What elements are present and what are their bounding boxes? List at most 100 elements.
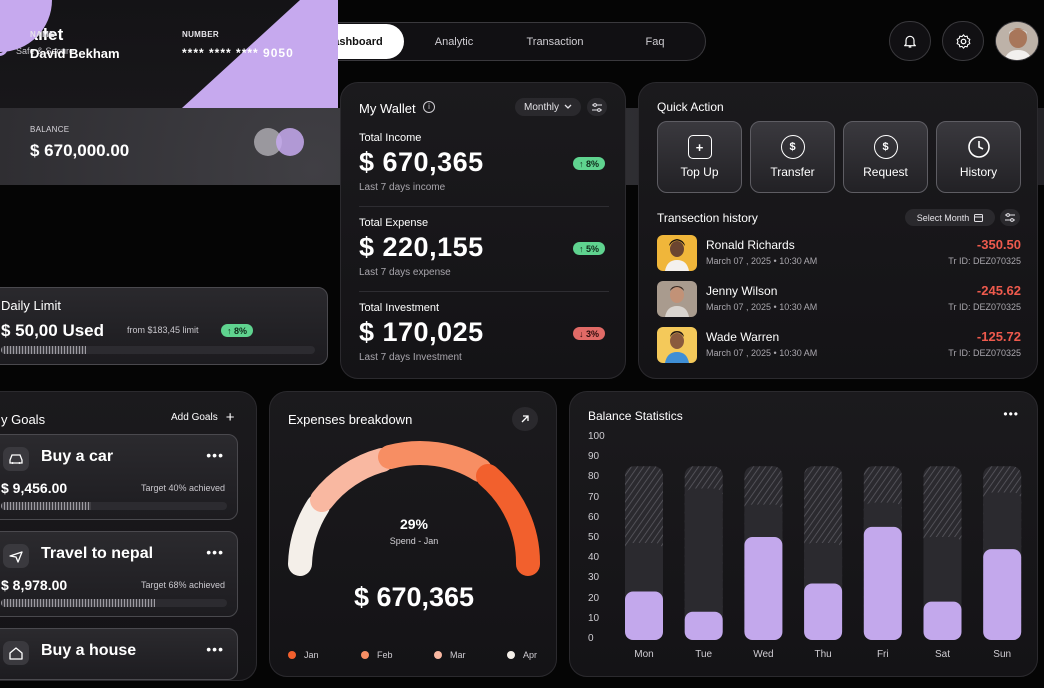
tab-faq[interactable]: Faq: [645, 35, 665, 48]
wallet-period-label: Monthly: [523, 101, 559, 113]
divider: [359, 291, 609, 292]
y-tick-label: 20: [588, 592, 600, 604]
balance-stats-title: Balance Statistics: [588, 409, 683, 423]
legend-label: Mar: [450, 650, 466, 660]
goal-progress-fill: [1, 599, 155, 607]
goal-title: Travel to nepal: [41, 545, 154, 562]
more-icon[interactable]: •••: [1003, 407, 1019, 421]
more-icon[interactable]: •••: [206, 447, 224, 463]
y-tick-label: 60: [588, 511, 600, 523]
quick-action-card: Quick Action + Top Up $ Transfer $ Reque…: [638, 82, 1038, 379]
goal-progress-fill: [1, 502, 92, 510]
wallet-filter-button[interactable]: [587, 98, 607, 116]
history-label: History: [959, 165, 998, 179]
expenses-gauge: [288, 441, 541, 576]
wallet-period-select[interactable]: Monthly: [515, 98, 581, 116]
more-icon[interactable]: •••: [206, 641, 224, 657]
y-tick-label: 100: [588, 431, 605, 442]
expense-label: Total Expense: [359, 217, 429, 229]
goal-target: Target 40% achieved: [140, 483, 225, 493]
x-tick-label: Mon: [634, 649, 654, 660]
goal-progress: [1, 502, 227, 510]
bar-primary-thu[interactable]: [804, 583, 843, 640]
bar-primary-sun[interactable]: [983, 549, 1022, 640]
user-photo: [996, 22, 1038, 60]
x-tick-label: Fri: [876, 649, 889, 660]
notification-button[interactable]: [889, 21, 931, 61]
tab-transaction[interactable]: Transaction: [526, 35, 584, 48]
balance-bar-chart: [625, 466, 1022, 641]
top-up-button[interactable]: + Top Up: [657, 121, 742, 193]
goals-title: y Goals: [1, 412, 46, 427]
plus-icon: +: [687, 135, 712, 159]
x-tick-label: Thu: [814, 649, 832, 660]
transaction-amount: -350.50: [976, 237, 1021, 252]
history-button[interactable]: History: [936, 121, 1021, 193]
investment-label: Total Investment: [359, 302, 440, 314]
divider: [359, 206, 609, 207]
goal-amount: $ 9,456.00: [1, 480, 68, 496]
transaction-row[interactable]: Jenny Wilson March 07 , 2025 • 10:30 AM …: [657, 281, 1021, 319]
plane-icon: [3, 544, 29, 568]
transactions-filter-button[interactable]: [1000, 209, 1020, 226]
legend-apr: Apr: [507, 650, 537, 660]
goal-title: Buy a car: [41, 448, 114, 465]
transfer-button[interactable]: $ Transfer: [750, 121, 835, 193]
request-button[interactable]: $ Request: [843, 121, 928, 193]
settings-button[interactable]: [942, 21, 984, 61]
legend-dot: [507, 651, 515, 659]
legend-label: Feb: [377, 650, 393, 660]
y-tick-label: 40: [588, 552, 600, 564]
sliders-icon: [1005, 213, 1015, 222]
goal-item-house[interactable]: Buy a house •••: [0, 628, 238, 680]
tab-analytic[interactable]: Analytic: [434, 35, 474, 48]
transfer-dollar-icon: $: [780, 135, 805, 159]
goal-item-travel[interactable]: Travel to nepal ••• $ 8,978.00 Target 68…: [0, 531, 238, 617]
legend-dot: [434, 651, 442, 659]
transaction-name: Wade Warren: [706, 330, 780, 344]
bar-primary-fri[interactable]: [863, 526, 902, 640]
legend-dot: [361, 651, 369, 659]
bar-primary-wed[interactable]: [744, 536, 783, 640]
transaction-amount: -245.62: [976, 283, 1021, 298]
legend-mar: Mar: [434, 650, 466, 660]
avatar: [657, 327, 697, 363]
y-tick-label: 30: [588, 572, 600, 584]
transaction-id: Tr ID: DEZ070325: [948, 348, 1021, 358]
goal-item-car[interactable]: Buy a car ••• $ 9,456.00 Target 40% achi…: [0, 434, 238, 520]
card-balance-label: BALANCE: [30, 125, 70, 134]
y-tick-label: 10: [588, 612, 600, 624]
expense-sub: Last 7 days expense: [359, 267, 451, 278]
legend-feb: Feb: [361, 650, 393, 660]
income-badge: ↑ 8%: [573, 157, 606, 170]
expense-value: $ 220,155: [359, 232, 484, 262]
x-tick-label: Tue: [695, 649, 713, 660]
transaction-row[interactable]: Ronald Richards March 07 , 2025 • 10:30 …: [657, 235, 1021, 273]
add-goals-button[interactable]: Add Goals +: [171, 408, 235, 426]
card-number-label: NUMBER: [182, 30, 219, 39]
info-icon[interactable]: i: [423, 101, 435, 113]
daily-limit-progress-fill: [1, 346, 86, 354]
legend-label: Jan: [304, 650, 319, 660]
bank-card[interactable]: NAME David Bekham NUMBER **** **** **** …: [0, 0, 1044, 185]
expenses-percent: 29%: [399, 516, 429, 532]
bar-primary-mon[interactable]: [625, 591, 663, 640]
bar-primary-tue[interactable]: [684, 611, 723, 640]
transaction-id: Tr ID: DEZ070325: [948, 256, 1021, 266]
house-icon: [3, 641, 29, 665]
investment-badge: ↓ 3%: [573, 327, 606, 340]
brand-tagline: Safe & Secure: [16, 45, 75, 56]
transaction-row[interactable]: Wade Warren March 07 , 2025 • 10:30 AM -…: [657, 327, 1021, 365]
plus-icon: +: [225, 408, 235, 426]
bar-secondary-tue[interactable]: [684, 488, 723, 641]
income-value: $ 670,365: [359, 147, 484, 177]
bar-primary-sat[interactable]: [923, 601, 962, 640]
select-month-dropdown[interactable]: Select Month: [905, 209, 995, 226]
expand-button[interactable]: [512, 407, 538, 431]
more-icon[interactable]: •••: [206, 544, 224, 560]
user-avatar[interactable]: [995, 21, 1039, 61]
income-sub: Last 7 days income: [359, 182, 446, 193]
expenses-card: Expenses breakdown 29% Spend - Jan $ 670…: [269, 391, 557, 677]
card-balance: $ 670,000.00: [30, 141, 130, 160]
transaction-date: March 07 , 2025 • 10:30 AM: [706, 348, 818, 358]
